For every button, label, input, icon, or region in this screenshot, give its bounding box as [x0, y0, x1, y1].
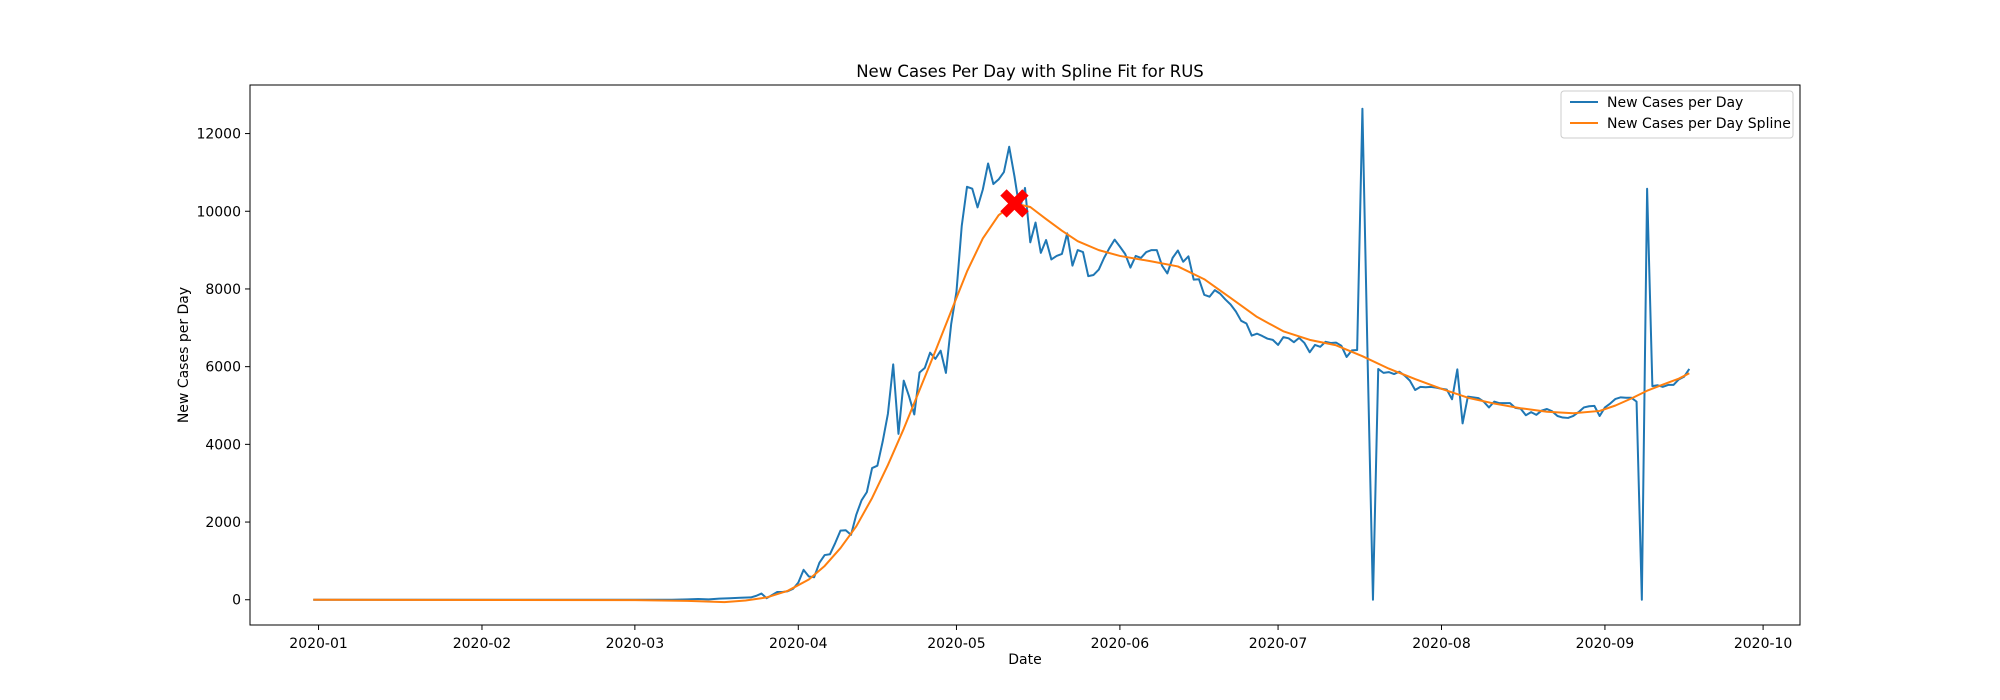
- y-tick-label: 2000: [205, 515, 241, 531]
- plot-frame: [249, 84, 1801, 626]
- x-axis-title: Date: [1008, 652, 1041, 668]
- series-line-spline: [313, 202, 1690, 604]
- y-tick-label: 10000: [196, 204, 241, 220]
- peak-marker: [1000, 189, 1029, 218]
- legend-label-new-cases: New Cases per Day: [1607, 95, 1743, 111]
- series-line-new-cases: [313, 107, 1691, 601]
- y-axis-title: New Cases per Day: [176, 287, 192, 423]
- x-tick-label: 2020-10: [1734, 636, 1793, 652]
- legend-label-spline: New Cases per Day Spline: [1607, 116, 1791, 132]
- x-tick-label: 2020-08: [1412, 636, 1471, 652]
- x-tick-label: 2020-02: [453, 636, 512, 652]
- chart-title: New Cases Per Day with Spline Fit for RU…: [856, 62, 1204, 81]
- x-tick-label: 2020-06: [1091, 636, 1150, 652]
- x-tick-label: 2020-03: [606, 636, 665, 652]
- y-tick-label: 4000: [205, 437, 241, 453]
- y-tick-label: 0: [232, 593, 241, 609]
- x-tick-label: 2020-07: [1249, 636, 1308, 652]
- x-tick-label: 2020-05: [927, 636, 986, 652]
- y-tick-label: 12000: [196, 127, 241, 143]
- y-tick-label: 6000: [205, 360, 241, 376]
- x-tick-label: 2020-01: [289, 636, 348, 652]
- legend: New Cases per Day New Cases per Day Spli…: [1560, 90, 1794, 139]
- legend-box: [1560, 90, 1794, 139]
- peak-marker-stroke-b: [1000, 189, 1029, 218]
- x-tick-label: 2020-09: [1576, 636, 1635, 652]
- x-tick-label: 2020-04: [769, 636, 828, 652]
- y-tick-label: 8000: [205, 282, 241, 298]
